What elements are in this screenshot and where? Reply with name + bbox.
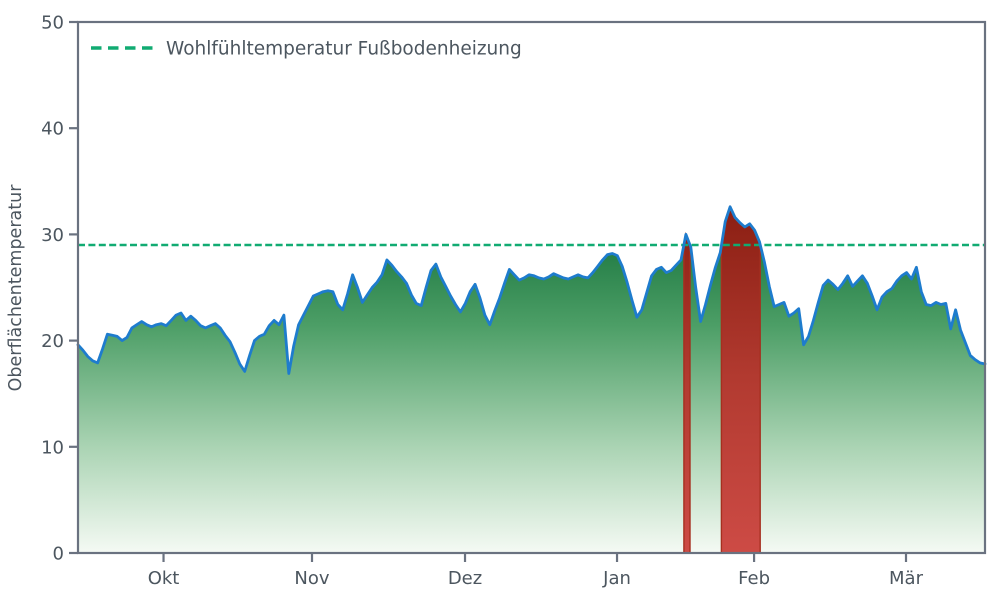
x-tick-label: Mär — [889, 568, 924, 589]
temperature-curve — [76, 205, 987, 375]
axes: 0 10 20 30 40 50 Okt Nov Dez Jan Feb Mär — [41, 13, 987, 589]
x-tick-label: Nov — [294, 568, 329, 589]
y-tick-label: 20 — [41, 331, 64, 352]
plot-frame — [76, 20, 987, 555]
y-axis-label: Oberflächentemperatur — [6, 184, 26, 392]
plot-area — [76, 204, 987, 554]
x-tick-label: Dez — [448, 568, 482, 589]
exceedance-area — [683, 231, 691, 554]
x-tick-label: Jan — [602, 568, 631, 589]
y-tick-label: 30 — [41, 225, 64, 246]
x-tick-label: Okt — [148, 568, 180, 589]
legend-label: Wohlfühltemperatur Fußbodenheizung — [166, 39, 522, 60]
y-tick-label: 0 — [53, 544, 64, 565]
y-tick-label: 50 — [41, 13, 64, 34]
exceedance-area — [720, 204, 761, 554]
y-tick-label: 10 — [41, 437, 64, 458]
y-tick-label: 40 — [41, 119, 64, 140]
legend: Wohlfühltemperatur Fußbodenheizung — [91, 39, 522, 60]
x-tick-label: Feb — [738, 568, 770, 589]
temperature-area — [78, 206, 985, 554]
